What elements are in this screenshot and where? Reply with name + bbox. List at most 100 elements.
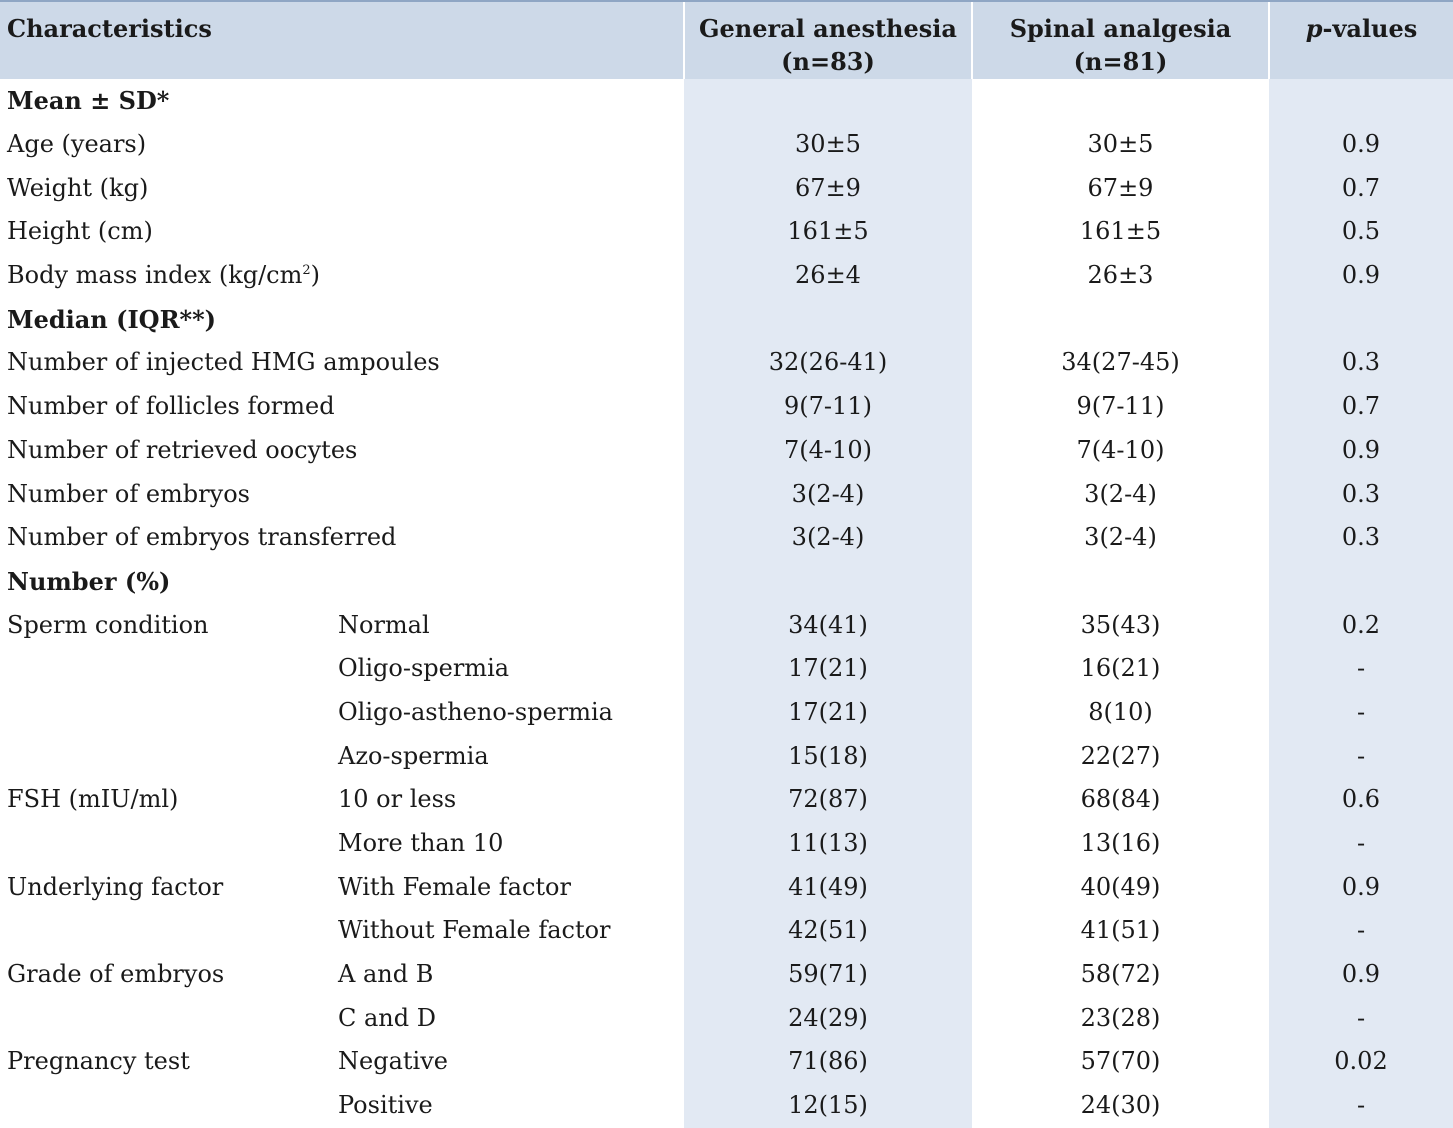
cell-p-value: 0.9 — [1269, 253, 1453, 298]
cell-general-anesthesia: 24(29) — [684, 996, 972, 1041]
cell-spinal-analgesia: 40(49) — [972, 865, 1269, 910]
cell-p-value: 0.7 — [1269, 166, 1453, 211]
header-general-anesthesia: General anesthesia (n=83) — [683, 0, 972, 79]
cell-general-anesthesia: 42(51) — [684, 909, 972, 953]
row-label: Underlying factor — [7, 872, 224, 901]
cell-p-value: 0.6 — [1269, 778, 1453, 822]
row-label — [0, 909, 330, 953]
table-row: More than 10 11(13) 13(16) - — [0, 821, 1453, 866]
section-row-median: Median (IQR**) — [0, 297, 1453, 342]
table-row: Pregnancy test Negative 71(86) 57(70) 0.02 — [0, 1040, 1453, 1084]
cell-spinal-analgesia: 57(70) — [972, 1040, 1269, 1084]
row-sublabel: Normal — [338, 610, 430, 639]
cell-spinal-analgesia: 3(2-4) — [972, 515, 1269, 560]
header-p-letter: p — [1305, 14, 1323, 43]
table-row: Sperm condition Normal 34(41) 35(43) 0.2 — [0, 603, 1453, 647]
table-row: Age (years) 30±5 30±5 0.9 — [0, 122, 1453, 167]
row-label-text: Age (years) — [7, 130, 147, 159]
row-label: Number of retrieved oocytes — [7, 435, 358, 464]
cell-spinal-analgesia: 161±5 — [972, 210, 1269, 254]
row-label: Age (years) — [0, 123, 684, 167]
row-sublabel: A and B — [338, 960, 434, 989]
cell-general-anesthesia: 11(13) — [684, 821, 972, 866]
row-label: Pregnancy test — [7, 1047, 190, 1076]
cell-spinal-analgesia: 23(28) — [972, 996, 1269, 1041]
header-spinal-count: (n=81) — [1073, 47, 1168, 76]
cell-p-value — [1269, 297, 1453, 342]
table-row: Height (cm) 161±5 161±5 0.5 — [0, 210, 1453, 254]
table-row: Oligo-spermia 17(21) 16(21) - — [0, 646, 1453, 691]
cell-general-anesthesia: 41(49) — [684, 865, 972, 910]
row-sublabel: More than 10 — [338, 829, 504, 858]
row-sublabel: Without Female factor — [338, 916, 611, 945]
cell-spinal-analgesia: 26±3 — [972, 253, 1269, 298]
cell-spinal-analgesia — [972, 79, 1269, 123]
row-sublabel: Negative — [338, 1047, 448, 1076]
cell-general-anesthesia: 32(26-41) — [684, 341, 972, 385]
row-label: Number of follicles formed — [7, 392, 335, 421]
cell-spinal-analgesia: 58(72) — [972, 952, 1269, 997]
cell-spinal-analgesia: 13(16) — [972, 821, 1269, 866]
table-row: Number of embryos transferred 3(2-4) 3(2-4… — [0, 515, 1453, 560]
row-sublabel: 10 or less — [338, 785, 457, 814]
cell-general-anesthesia: 30±5 — [684, 122, 972, 167]
header-characteristics: Characteristics — [0, 0, 684, 79]
table-row: Number of follicles formed 9(7-11) 9(7-11)… — [0, 384, 1453, 429]
cell-p-value: 0.2 — [1269, 603, 1453, 647]
cell-general-anesthesia: 12(15) — [684, 1083, 972, 1128]
cell-p-value: - — [1269, 690, 1453, 735]
cell-spinal-analgesia: 30±5 — [972, 122, 1269, 167]
cell-general-anesthesia: 59(71) — [684, 952, 972, 997]
row-sublabel: Oligo-astheno-spermia — [338, 697, 613, 726]
cell-p-value: - — [1269, 734, 1453, 778]
cell-p-value — [1269, 559, 1453, 604]
row-label-text: Body mass index (kg/cm — [7, 261, 303, 290]
cell-p-value: - — [1269, 1083, 1453, 1128]
row-label-end: ) — [310, 261, 321, 290]
cell-p-value: 0.9 — [1269, 428, 1453, 473]
row-label: Number of embryos transferred — [7, 523, 397, 552]
cell-p-value: - — [1269, 821, 1453, 866]
cell-general-anesthesia — [684, 559, 972, 604]
header-spinal-analgesia: Spinal analgesia (n=81) — [971, 0, 1269, 79]
row-label: Number of embryos — [7, 479, 250, 508]
cell-general-anesthesia: 67±9 — [684, 166, 972, 211]
table-row: Positive 12(15) 24(30) - — [0, 1083, 1453, 1128]
cell-spinal-analgesia: 7(4-10) — [972, 428, 1269, 473]
cell-general-anesthesia: 15(18) — [684, 734, 972, 778]
row-label: Weight (kg) — [0, 166, 684, 210]
row-label — [0, 691, 330, 735]
cell-spinal-analgesia: 3(2-4) — [972, 472, 1269, 516]
cell-general-anesthesia — [684, 79, 972, 123]
cell-p-value: 0.9 — [1269, 122, 1453, 167]
cell-p-value: 0.3 — [1269, 341, 1453, 385]
row-sublabel: Positive — [338, 1091, 433, 1120]
cell-general-anesthesia: 17(21) — [684, 690, 972, 735]
row-label: Sperm condition — [7, 610, 209, 639]
row-label: Number of injected HMG ampoules — [7, 348, 440, 377]
section-label-median: Median (IQR**) — [7, 304, 216, 334]
cell-general-anesthesia: 3(2-4) — [684, 515, 972, 560]
cell-p-value: 0.3 — [1269, 515, 1453, 560]
cell-general-anesthesia — [684, 297, 972, 342]
row-label: Grade of embryos — [7, 960, 225, 989]
table-row: Body mass index (kg/cm2) 26±4 26±3 0.9 — [0, 253, 1453, 298]
table-row: C and D 24(29) 23(28) - — [0, 996, 1453, 1041]
row-sublabel: Oligo-spermia — [338, 654, 510, 683]
row-label-text: Weight (kg) — [7, 173, 149, 202]
row-label — [0, 734, 330, 778]
cell-p-value: - — [1269, 996, 1453, 1041]
cell-spinal-analgesia: 35(43) — [972, 603, 1269, 647]
table-row: FSH (mIU/ml) 10 or less 72(87) 68(84) 0.6 — [0, 778, 1453, 822]
cell-spinal-analgesia: 67±9 — [972, 166, 1269, 211]
cell-p-value: - — [1269, 909, 1453, 953]
cell-spinal-analgesia — [972, 559, 1269, 604]
row-label-superscript: 2 — [302, 263, 311, 279]
cell-general-anesthesia: 72(87) — [684, 778, 972, 822]
header-row: Characteristics General anesthesia (n=83… — [0, 0, 1453, 79]
table-row: Weight (kg) 67±9 67±9 0.7 — [0, 166, 1453, 211]
cell-p-value: 0.02 — [1269, 1040, 1453, 1084]
table-row: Oligo-astheno-spermia 17(21) 8(10) - — [0, 690, 1453, 735]
header-general-title: General anesthesia — [699, 14, 957, 43]
